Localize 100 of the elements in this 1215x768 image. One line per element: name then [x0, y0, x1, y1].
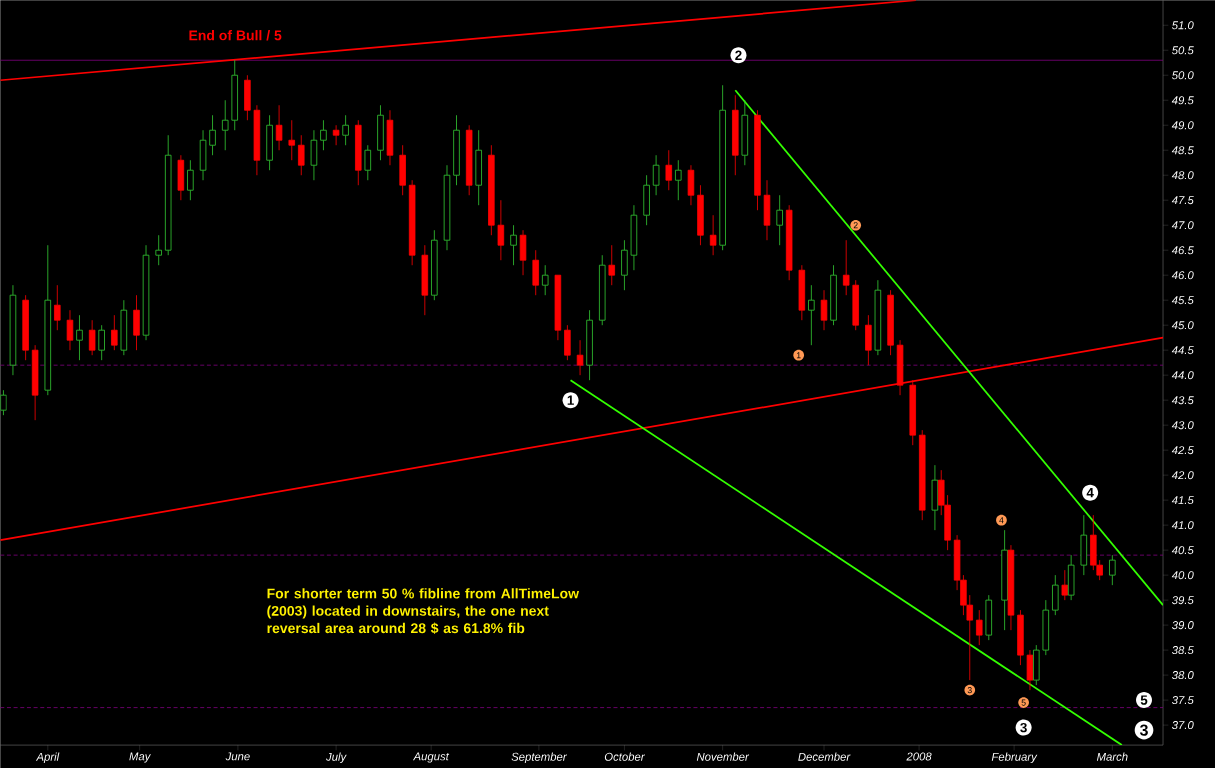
y-tick-label: 51.0	[1171, 21, 1194, 30]
candlestick	[763, 179, 771, 241]
candlestick	[643, 174, 650, 226]
x-tick-label: April	[35, 752, 60, 763]
candlestick	[709, 214, 717, 256]
y-tick-label: 37.5	[1172, 696, 1194, 705]
candlestick	[808, 284, 815, 346]
y-tick-label: 46.0	[1171, 271, 1194, 280]
y-tick-label: 37.0	[1172, 721, 1194, 730]
y-tick-label: 48.5	[1171, 146, 1194, 155]
y-tick-label: 44.5	[1171, 346, 1194, 355]
candlestick	[1042, 599, 1050, 656]
candlestick	[66, 309, 74, 351]
candlestick	[111, 314, 118, 351]
candlestick	[510, 224, 517, 266]
y-tick-label: 47.5	[1171, 196, 1194, 205]
y-tick-label: 44.0	[1171, 371, 1194, 380]
candlestick	[475, 129, 482, 206]
y-tick-label: 43.0	[1171, 421, 1194, 430]
candlestick	[187, 159, 194, 201]
annotation: 1	[567, 395, 574, 405]
x-tick-label: February	[991, 752, 1038, 763]
candlestick	[541, 264, 549, 296]
y-tick-label: 47.0	[1171, 221, 1194, 230]
candlestick	[443, 164, 451, 251]
candlestick	[896, 339, 904, 396]
candlestick	[754, 109, 761, 211]
candlestick	[1017, 609, 1024, 666]
y-tick-label: 38.5	[1172, 646, 1194, 655]
candlestick	[887, 289, 894, 356]
candlestick	[54, 284, 61, 331]
y-tick-label: 40.5	[1171, 546, 1194, 555]
candlestick	[231, 59, 238, 131]
annotation: 4	[999, 517, 1004, 524]
candlestick	[830, 264, 837, 326]
candlestick	[519, 229, 527, 276]
candlestick	[842, 239, 850, 296]
y-tick-label: 42.0	[1171, 471, 1194, 480]
annotation: 2	[853, 222, 858, 229]
candlestick	[798, 264, 806, 321]
candlestick	[874, 279, 882, 356]
candlestick	[88, 319, 96, 356]
candlestick	[221, 99, 229, 151]
candlestick	[164, 134, 172, 256]
candlestick	[98, 324, 105, 361]
candlestick	[776, 194, 783, 246]
y-tick-label: 43.5	[1171, 396, 1194, 405]
candlestick	[697, 184, 704, 246]
candlestick	[364, 144, 372, 181]
candlestick	[665, 149, 673, 191]
x-tick-label: September	[511, 752, 567, 763]
candlestick	[652, 154, 660, 196]
candlestick	[253, 104, 261, 176]
y-tick-label: 41.0	[1171, 521, 1194, 530]
candlestick	[332, 124, 340, 146]
y-tick-label: 40.0	[1171, 571, 1194, 580]
y-tick-label: 41.5	[1171, 496, 1194, 505]
candlestick	[598, 254, 606, 326]
candlestick	[320, 119, 327, 151]
candlestick	[820, 289, 828, 331]
candlestick	[1033, 644, 1040, 686]
candlestick	[687, 164, 695, 206]
candlestick	[852, 279, 859, 331]
x-tick-label: October	[604, 752, 645, 761]
candlestick	[1109, 554, 1116, 586]
candlestick	[931, 464, 939, 531]
candlestick	[909, 379, 916, 446]
x-tick-label: May	[129, 752, 151, 763]
y-tick-label: 49.0	[1171, 121, 1194, 130]
candlestick	[1007, 544, 1015, 631]
y-tick-label: 38.0	[1172, 671, 1194, 680]
annotation: 4	[1086, 488, 1094, 498]
candlestick	[310, 129, 318, 181]
candlestick	[399, 144, 406, 196]
candlestick	[44, 244, 52, 396]
x-tick-label: July	[326, 752, 347, 763]
x-tick-label: November	[696, 752, 750, 761]
candlestick	[865, 314, 872, 366]
x-tick-label: June	[225, 752, 250, 761]
candlestick	[120, 299, 128, 356]
candlestick	[497, 199, 505, 261]
candlestick	[719, 84, 726, 251]
annotation: 3	[967, 687, 972, 694]
candlestick	[288, 119, 296, 161]
annotation: 3	[1020, 722, 1027, 733]
candlestick	[465, 124, 473, 196]
y-tick-label: 49.5	[1171, 96, 1194, 105]
candlestick	[621, 239, 628, 291]
candlestick	[1001, 529, 1008, 631]
candlestick	[532, 249, 539, 296]
candlestick	[564, 324, 571, 361]
y-tick-label: 50.0	[1171, 71, 1194, 80]
candlestick	[408, 179, 416, 266]
candlestick	[386, 109, 394, 166]
candlestick	[209, 114, 216, 156]
annotation: 1	[796, 352, 801, 359]
annotation: For shorter term 50 % fibline from AllTimeLow (2003) located in downstairs, the one next reversal area around 28 $ as 61.8% fib	[267, 588, 580, 634]
candlestick	[675, 159, 682, 201]
candlestick	[377, 104, 384, 161]
y-tick-label: 39.5	[1172, 596, 1194, 605]
